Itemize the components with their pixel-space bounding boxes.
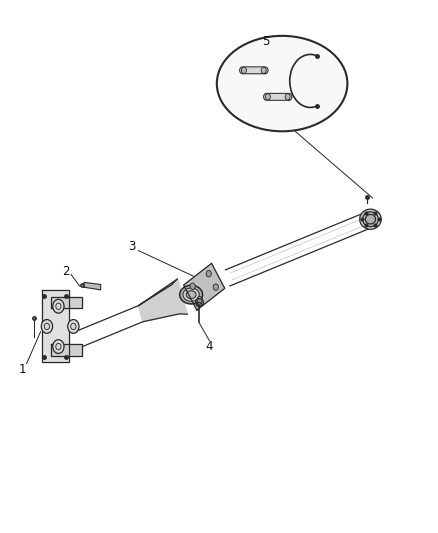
Polygon shape bbox=[138, 279, 187, 322]
Circle shape bbox=[206, 271, 212, 277]
Polygon shape bbox=[42, 290, 69, 362]
Text: 1: 1 bbox=[18, 364, 26, 376]
Circle shape bbox=[285, 94, 290, 100]
Circle shape bbox=[197, 296, 202, 303]
Ellipse shape bbox=[183, 288, 199, 301]
Ellipse shape bbox=[363, 212, 378, 227]
Text: 3: 3 bbox=[128, 240, 136, 253]
Text: 5: 5 bbox=[262, 35, 270, 47]
Ellipse shape bbox=[217, 36, 347, 131]
Circle shape bbox=[190, 283, 195, 289]
Circle shape bbox=[261, 67, 266, 74]
Text: 2: 2 bbox=[62, 265, 70, 278]
Polygon shape bbox=[264, 93, 292, 100]
Circle shape bbox=[213, 284, 219, 290]
Circle shape bbox=[53, 300, 64, 313]
Circle shape bbox=[53, 340, 64, 353]
Polygon shape bbox=[240, 67, 268, 74]
Ellipse shape bbox=[186, 290, 196, 298]
Circle shape bbox=[265, 94, 270, 100]
Text: 4: 4 bbox=[206, 340, 213, 352]
Polygon shape bbox=[184, 263, 225, 310]
Ellipse shape bbox=[365, 214, 375, 224]
Polygon shape bbox=[51, 297, 82, 309]
Ellipse shape bbox=[360, 209, 381, 229]
Circle shape bbox=[68, 319, 79, 333]
Polygon shape bbox=[51, 344, 82, 356]
Ellipse shape bbox=[180, 285, 202, 304]
Circle shape bbox=[41, 319, 53, 333]
Circle shape bbox=[241, 67, 247, 74]
Polygon shape bbox=[84, 282, 101, 290]
